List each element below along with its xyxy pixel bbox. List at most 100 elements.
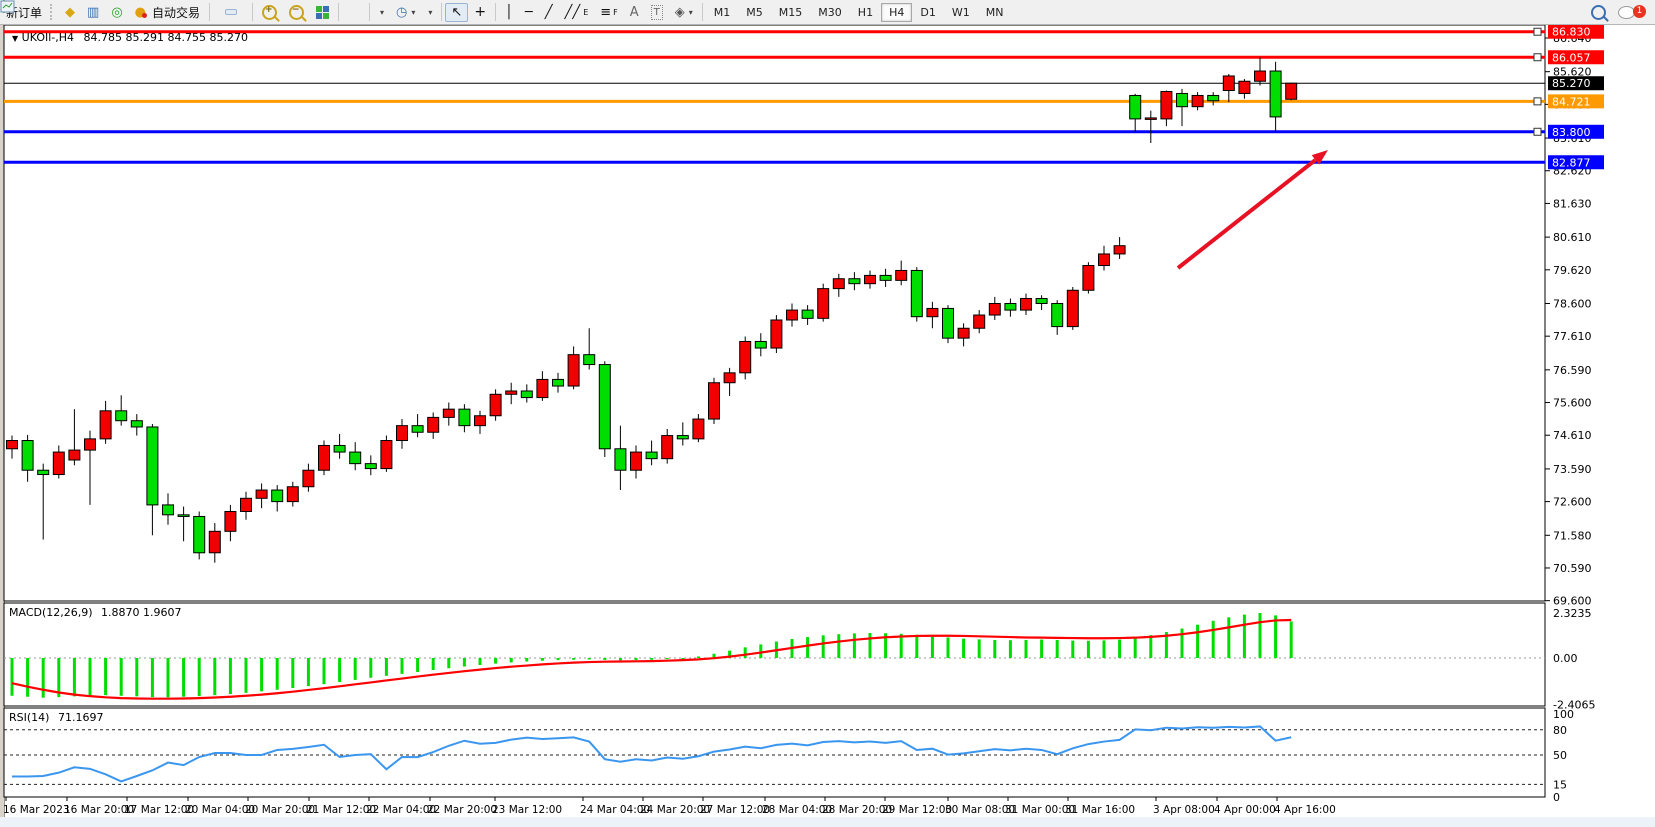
separator <box>495 3 497 21</box>
timeframe-mn[interactable]: MN <box>985 5 1004 19</box>
svg-text:50: 50 <box>1553 749 1567 762</box>
market-watch-icon[interactable]: ▥ <box>87 4 100 20</box>
svg-text:70.590: 70.590 <box>1553 562 1592 575</box>
price-axis[interactable]: 86.64085.62084.63083.61082.62081.63080.6… <box>1545 24 1604 804</box>
symbols-icon[interactable]: ◆ <box>65 4 76 20</box>
macd-indicator-label: MACD(12,26,9) 1.8870 1.9607 <box>9 606 182 619</box>
svg-text:76.590: 76.590 <box>1553 364 1592 377</box>
horizontal-price-lines[interactable] <box>4 27 1545 164</box>
svg-text:31 Mar 00:00: 31 Mar 00:00 <box>1005 804 1075 816</box>
templates-icon[interactable]: ▾ <box>0 0 438 20</box>
svg-text:82.877: 82.877 <box>1552 156 1591 169</box>
timeframe-h4[interactable]: H4 <box>881 2 913 22</box>
search-icon[interactable] <box>1585 2 1612 23</box>
crosshair-icon[interactable]: + <box>474 3 487 20</box>
svg-text:73.590: 73.590 <box>1553 463 1592 476</box>
svg-text:75.600: 75.600 <box>1553 397 1592 410</box>
autotrade-label: 自动交易 <box>152 5 201 20</box>
auto-scroll-icon[interactable] <box>0 2 354 15</box>
svg-text:21 Mar 12:00: 21 Mar 12:00 <box>306 804 376 816</box>
autotrade-icon: ● <box>134 4 146 20</box>
timeframe-m1[interactable]: M1 <box>713 5 731 19</box>
svg-text:2.3235: 2.3235 <box>1553 607 1592 620</box>
bar-chart-icon[interactable] <box>1 1 225 15</box>
symbol-dropdown-icon[interactable]: ▼ <box>12 34 19 43</box>
timeframe-d1[interactable]: D1 <box>920 5 936 19</box>
svg-text:24 Mar 04:00: 24 Mar 04:00 <box>580 804 650 816</box>
svg-text:86.830: 86.830 <box>1552 26 1591 39</box>
svg-text:23 Mar 12:00: 23 Mar 12:00 <box>492 804 562 816</box>
timeframe-w1[interactable]: W1 <box>951 5 970 19</box>
svg-text:74.610: 74.610 <box>1553 429 1592 442</box>
rsi-panel[interactable] <box>4 725 1545 785</box>
svg-text:27 Mar 12:00: 27 Mar 12:00 <box>700 804 770 816</box>
chart-shift-icon[interactable] <box>0 2 366 15</box>
periods-icon[interactable]: ◷ ▾ <box>396 4 416 20</box>
svg-text:85.270: 85.270 <box>1552 77 1591 90</box>
candlestick-chart-icon[interactable] <box>1 0 238 15</box>
separator <box>369 3 371 21</box>
horizontal-line-icon[interactable]: ─ <box>524 4 533 20</box>
rsi-indicator-label: RSI(14) 71.1697 <box>9 711 104 724</box>
separator <box>338 3 340 21</box>
trendline-icon[interactable]: ╱ <box>544 4 553 20</box>
svg-text:71.580: 71.580 <box>1553 529 1592 542</box>
timeframe-m15[interactable]: M15 <box>778 5 803 19</box>
shapes-icon[interactable]: ◈ ▾ <box>674 4 693 20</box>
svg-text:20 Mar 20:00: 20 Mar 20:00 <box>245 804 315 816</box>
timeframe-m30[interactable]: M30 <box>818 5 842 19</box>
svg-text:80: 80 <box>1553 724 1567 737</box>
svg-text:4 Apr 00:00: 4 Apr 00:00 <box>1214 804 1276 816</box>
autotrade-button[interactable]: ● 自动交易 <box>129 1 206 24</box>
new-order-button[interactable]: 新订单 <box>6 5 43 20</box>
vertical-line-icon[interactable]: │ <box>505 4 513 20</box>
zoom-out-icon[interactable]: − <box>283 2 310 23</box>
svg-text:86.057: 86.057 <box>1552 51 1591 64</box>
svg-text:31 Mar 16:00: 31 Mar 16:00 <box>1065 804 1135 816</box>
autotrade-stop-dot <box>142 12 147 18</box>
svg-text:22 Mar 20:00: 22 Mar 20:00 <box>427 804 497 816</box>
svg-text:69.600: 69.600 <box>1553 595 1592 608</box>
separator <box>209 3 211 21</box>
label-icon[interactable]: T <box>645 2 669 23</box>
fibonacci-icon[interactable]: ≡ F <box>600 4 618 20</box>
timeframe-m5[interactable]: M5 <box>746 5 763 19</box>
symbol-ohlc-values: 84.785 85.291 84.755 85.270 <box>83 31 248 44</box>
notifications-icon[interactable]: 1 <box>1612 3 1646 22</box>
svg-text:0.00: 0.00 <box>1553 652 1578 665</box>
svg-text:24 Mar 20:00: 24 Mar 20:00 <box>640 804 710 816</box>
separator <box>252 3 254 21</box>
trend-arrow-annotation[interactable] <box>1176 150 1328 270</box>
toolbar-drag-handle[interactable] <box>50 4 57 20</box>
line-chart-icon[interactable] <box>0 1 249 15</box>
zoom-in-icon[interactable]: + <box>256 2 283 23</box>
svg-text:28 Mar 20:00: 28 Mar 20:00 <box>822 804 892 816</box>
svg-text:17 Mar 12:00: 17 Mar 12:00 <box>124 804 194 816</box>
svg-text:81.630: 81.630 <box>1553 197 1592 210</box>
notification-badge: 1 <box>1633 4 1646 18</box>
tile-windows-icon[interactable] <box>310 3 335 22</box>
signal-icon[interactable]: ◎ <box>111 4 123 20</box>
symbol-name: UKOIl-,H4 <box>21 31 75 44</box>
cursor-icon[interactable]: ↖ <box>445 2 469 22</box>
svg-text:30 Mar 08:00: 30 Mar 08:00 <box>945 804 1015 816</box>
svg-text:80.610: 80.610 <box>1553 231 1592 244</box>
channel-icon[interactable]: ╱╱ E <box>564 4 589 20</box>
timeframe-h1[interactable]: H1 <box>857 5 874 19</box>
text-icon[interactable]: A <box>629 4 639 20</box>
svg-text:16 Mar 20:00: 16 Mar 20:00 <box>64 804 134 816</box>
macd-panel[interactable] <box>4 612 1545 700</box>
svg-text:85.620: 85.620 <box>1553 66 1592 79</box>
candlesticks <box>6 57 1298 563</box>
svg-text:78.600: 78.600 <box>1553 297 1592 310</box>
svg-text:20 Mar 04:00: 20 Mar 04:00 <box>185 804 255 816</box>
indicators-icon[interactable]: ▾ <box>0 1 390 20</box>
separator <box>441 3 443 21</box>
svg-text:83.800: 83.800 <box>1552 126 1591 139</box>
svg-text:4 Apr 16:00: 4 Apr 16:00 <box>1274 804 1336 816</box>
svg-text:100: 100 <box>1553 708 1574 721</box>
svg-text:29 Mar 12:00: 29 Mar 12:00 <box>882 804 952 816</box>
separator <box>701 3 703 21</box>
